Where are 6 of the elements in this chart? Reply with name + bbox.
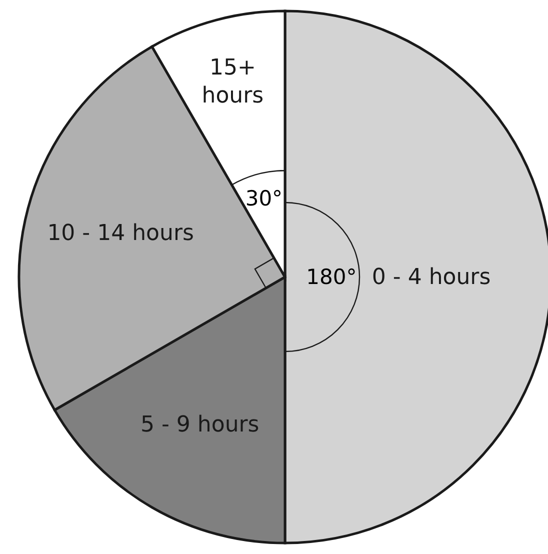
slice-label: 10 - 14 hours: [47, 220, 194, 246]
slice-label: 0 - 4 hours: [372, 264, 491, 290]
data-label: 180°: [306, 265, 357, 289]
slice-label: 5 - 9 hours: [140, 412, 260, 437]
data-label: 30°: [245, 186, 283, 210]
slice-label: 15+ hours: [202, 55, 264, 108]
